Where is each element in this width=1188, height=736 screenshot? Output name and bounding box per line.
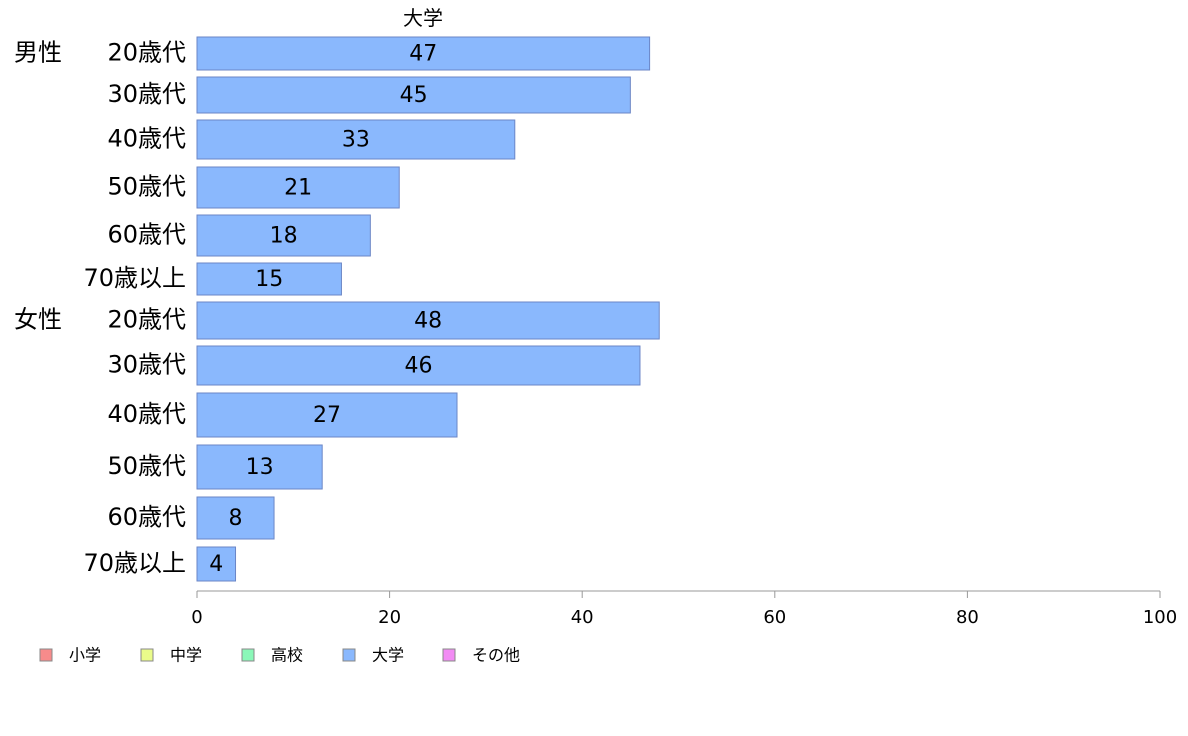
legend-label: 高校	[271, 646, 303, 665]
bar	[196, 119, 516, 160]
bar	[196, 301, 660, 340]
category-label: 30歳代	[107, 80, 186, 108]
tick-label: 60	[763, 607, 786, 628]
bar	[196, 444, 323, 490]
data-label: 48	[414, 309, 442, 334]
data-label: 8	[229, 506, 243, 531]
tick-label: 80	[956, 607, 979, 628]
category-label: 30歳代	[107, 351, 186, 379]
legend-label: 大学	[372, 646, 404, 665]
category-label: 50歳代	[107, 173, 186, 201]
legend-swatch	[442, 648, 456, 662]
bar	[196, 214, 371, 257]
category-label: 50歳代	[107, 452, 186, 480]
data-label: 33	[342, 128, 370, 153]
legend-label: 小学	[69, 646, 101, 665]
bar	[196, 496, 275, 540]
data-label: 27	[313, 403, 341, 428]
data-label: 15	[255, 267, 283, 292]
bar	[196, 392, 458, 438]
group-label: 女性	[14, 306, 62, 334]
legend-label: 中学	[170, 646, 202, 665]
bar	[196, 36, 651, 71]
tick-label: 40	[571, 607, 594, 628]
legend-swatch	[39, 648, 53, 662]
legend-swatch	[241, 648, 255, 662]
bar	[196, 262, 342, 296]
bar	[196, 76, 631, 114]
data-label: 46	[404, 354, 432, 379]
bar	[196, 166, 400, 209]
x-axis-ticks: 0 20 40 60 80 100	[191, 591, 1177, 628]
category-label: 40歳代	[107, 400, 186, 428]
tick-label: 0	[191, 607, 202, 628]
data-label: 45	[400, 83, 428, 108]
legend-swatch	[140, 648, 154, 662]
chart-title: 大学	[403, 6, 443, 30]
legend: 小学 中学 高校 大学 その他	[39, 646, 520, 665]
category-label: 20歳代	[107, 39, 186, 67]
category-labels: 20歳代男性30歳代40歳代50歳代60歳代70歳以上20歳代女性30歳代40歳…	[14, 39, 186, 578]
group-label: 男性	[14, 39, 62, 67]
data-label: 47	[409, 42, 437, 67]
bar-group: 47 45 33 21 18 15 48 46 27 13 84	[196, 36, 660, 582]
category-label: 40歳代	[107, 125, 186, 153]
bar	[196, 345, 641, 386]
category-label: 20歳代	[107, 306, 186, 334]
data-label: 21	[284, 176, 312, 201]
legend-swatch	[342, 648, 356, 662]
tick-label: 20	[378, 607, 401, 628]
data-label: 4	[209, 552, 223, 577]
tick-label: 100	[1143, 607, 1177, 628]
category-label: 60歳代	[107, 221, 186, 249]
legend-label: その他	[472, 646, 520, 665]
category-label: 70歳以上	[83, 264, 186, 292]
data-label: 13	[246, 455, 274, 480]
bar	[196, 546, 237, 582]
data-label: 18	[270, 224, 298, 249]
category-label: 60歳代	[107, 503, 186, 531]
category-label: 70歳以上	[83, 549, 186, 577]
